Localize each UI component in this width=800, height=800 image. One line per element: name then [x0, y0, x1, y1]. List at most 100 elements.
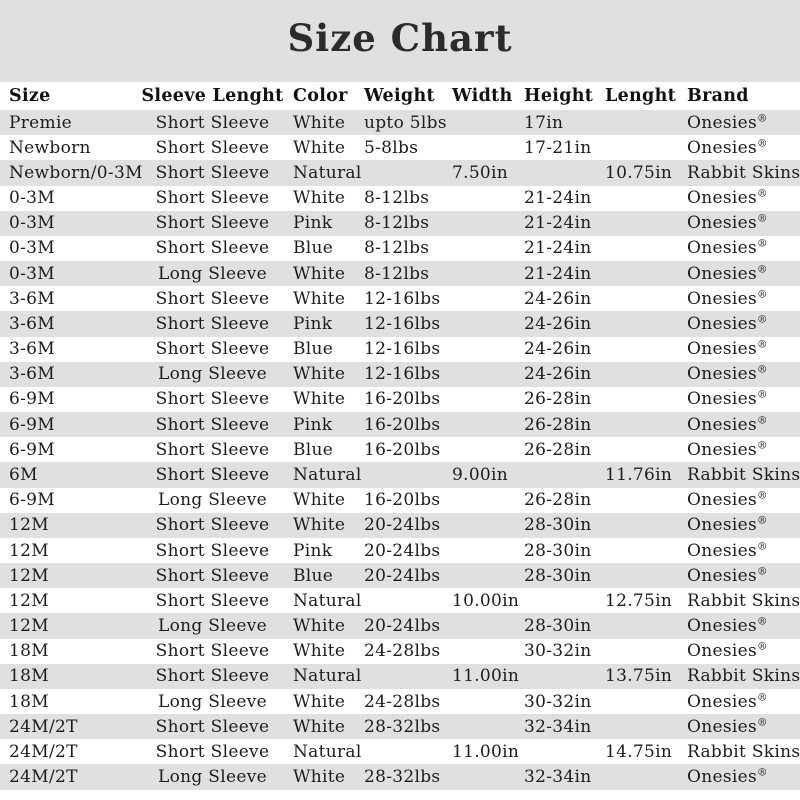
lenght-cell: 14.75in — [605, 741, 673, 762]
table-row: 6M Short Sleeve Natural 9.00in 11.76in Rabbit… — [0, 462, 800, 488]
height-cell: 21-24in — [524, 213, 592, 234]
brand-cell: Onesies® — [687, 640, 768, 662]
height-cell: 26-28in — [524, 490, 592, 511]
width-cell: 11.00in — [452, 666, 520, 687]
size-cell: Premie — [9, 112, 73, 133]
width-cell — [449, 211, 520, 236]
table-row: Newborn Short Sleeve White 5-8lbs 17-21in One… — [0, 135, 800, 161]
size-cell: 6-9M — [9, 490, 55, 511]
sleeve-cell: Short Sleeve — [155, 515, 270, 536]
lenght-cell — [602, 286, 684, 311]
size-cell: 6-9M — [9, 439, 55, 460]
sleeve-cell: Short Sleeve — [155, 288, 270, 309]
sleeve-cell: Short Sleeve — [155, 188, 270, 209]
color-cell: White — [293, 641, 346, 662]
color-cell: Blue — [293, 339, 334, 360]
weight-cell: 20-24lbs — [364, 515, 441, 536]
lenght-cell — [602, 437, 684, 462]
sleeve-cell: Short Sleeve — [155, 238, 270, 259]
weight-cell: 12-16lbs — [364, 364, 441, 385]
size-cell: 3-6M — [9, 364, 55, 385]
table-row: 0-3M Short Sleeve White 8-12lbs 21-24in Onesi… — [0, 185, 800, 211]
height-cell: 17in — [524, 112, 564, 133]
width-cell — [449, 689, 520, 714]
height-cell: 24-26in — [524, 364, 592, 385]
size-cell: 0-3M — [9, 263, 55, 284]
table-row: 0-3M Short Sleeve Pink 8-12lbs 21-24in Onesie… — [0, 210, 800, 236]
table-row: 18M Long Sleeve White 24-28lbs 30-32in Onesie… — [0, 688, 800, 715]
lenght-cell — [602, 135, 684, 160]
sleeve-cell: Long Sleeve — [158, 364, 267, 385]
table-row: Premie Short Sleeve White upto 5lbs 17in Ones… — [0, 110, 800, 136]
height-cell — [520, 664, 602, 689]
weight-cell — [360, 664, 449, 689]
table-row: 6-9M Short Sleeve Blue 16-20lbs 26-28in Onesi… — [0, 437, 800, 463]
lenght-cell — [602, 513, 684, 538]
width-cell — [449, 236, 520, 261]
lenght-cell — [602, 764, 684, 789]
size-cell: 6-9M — [9, 389, 55, 410]
height-cell: 24-26in — [524, 313, 592, 334]
column-header-height: Height — [524, 86, 594, 106]
sleeve-cell: Short Sleeve — [155, 313, 270, 334]
weight-cell: 16-20lbs — [364, 490, 441, 511]
color-cell: White — [293, 188, 346, 209]
brand-cell: Onesies® — [687, 539, 768, 561]
color-cell: Blue — [293, 565, 334, 586]
height-cell: 21-24in — [524, 238, 592, 259]
lenght-cell — [602, 412, 684, 437]
width-cell — [449, 538, 520, 563]
width-cell — [449, 261, 520, 286]
brand-cell: Onesies® — [687, 690, 768, 712]
color-cell: Pink — [293, 313, 333, 334]
size-cell: Newborn — [9, 137, 91, 158]
brand-cell: Rabbit Skins® — [687, 741, 800, 762]
weight-cell: 28-32lbs — [364, 767, 441, 788]
width-cell — [449, 437, 520, 462]
lenght-cell — [602, 337, 684, 362]
size-cell: 24M/2T — [9, 716, 78, 737]
brand-cell: Onesies® — [687, 111, 768, 133]
table-row: 3-6M Short Sleeve Blue 12-16lbs 24-26in Onesi… — [0, 336, 800, 362]
height-cell: 21-24in — [524, 188, 592, 209]
sleeve-cell: Short Sleeve — [155, 565, 270, 586]
column-header-width: Width — [452, 86, 513, 106]
lenght-cell — [602, 639, 684, 664]
weight-cell: 24-28lbs — [364, 641, 441, 662]
size-cell: 6-9M — [9, 414, 55, 435]
brand-cell: Onesies® — [687, 363, 768, 385]
table-row: 12M Short Sleeve Blue 20-24lbs 28-30in Onesie… — [0, 563, 800, 589]
table-row: 6-9M Long Sleeve White 16-20lbs 26-28in Onesi… — [0, 487, 800, 513]
brand-cell: Onesies® — [687, 237, 768, 259]
lenght-cell — [602, 689, 684, 714]
lenght-cell — [602, 110, 684, 135]
brand-cell: Onesies® — [687, 212, 768, 234]
color-cell: White — [293, 389, 346, 410]
sleeve-cell: Short Sleeve — [155, 414, 270, 435]
sleeve-cell: Short Sleeve — [155, 112, 270, 133]
brand-cell: Onesies® — [687, 615, 768, 637]
brand-cell: Rabbit Skins® — [687, 666, 800, 687]
height-cell — [520, 160, 602, 185]
color-cell: White — [293, 288, 346, 309]
height-cell: 24-26in — [524, 339, 592, 360]
height-cell: 26-28in — [524, 389, 592, 410]
weight-cell: 28-32lbs — [364, 716, 441, 737]
brand-cell: Onesies® — [687, 489, 768, 511]
brand-cell: Onesies® — [687, 262, 768, 284]
height-cell: 32-34in — [524, 716, 592, 737]
brand-cell: Rabbit Skins® — [687, 162, 800, 183]
weight-cell: 12-16lbs — [364, 339, 441, 360]
sleeve-cell: Short Sleeve — [155, 716, 270, 737]
lenght-cell: 10.75in — [605, 162, 673, 183]
color-cell: Natural — [293, 741, 362, 762]
weight-cell — [360, 588, 449, 613]
brand-cell: Rabbit Skins® — [687, 590, 800, 611]
size-cell: 18M — [9, 691, 49, 712]
size-cell: Newborn/0-3M — [9, 162, 143, 183]
sleeve-cell: Short Sleeve — [155, 162, 270, 183]
height-cell: 28-30in — [524, 565, 592, 586]
size-cell: 12M — [9, 616, 49, 637]
height-cell: 21-24in — [524, 263, 592, 284]
color-cell: Blue — [293, 238, 334, 259]
